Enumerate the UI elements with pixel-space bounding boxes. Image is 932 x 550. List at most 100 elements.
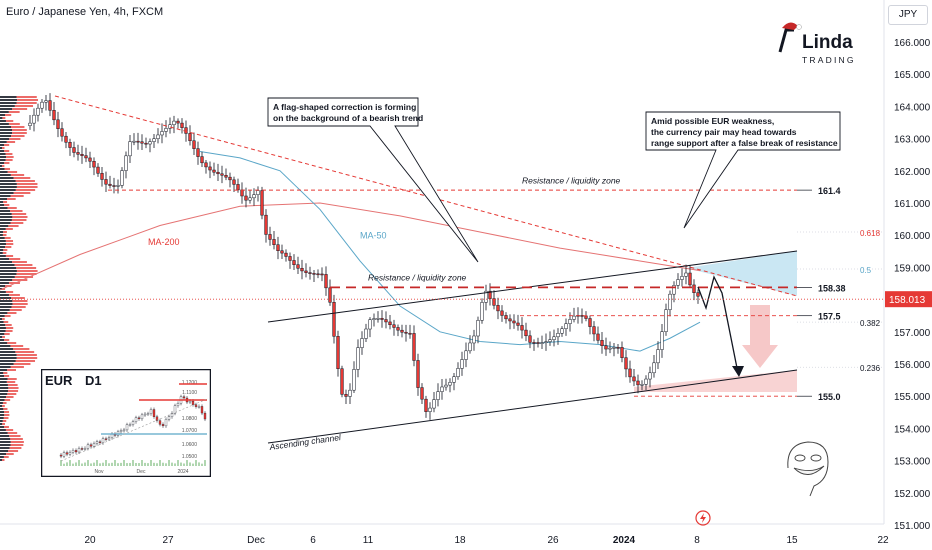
- candle-body: [616, 347, 620, 349]
- candle-body: [152, 138, 156, 142]
- candle-body: [400, 329, 404, 333]
- candle-body: [96, 166, 100, 174]
- price-tag: [885, 291, 932, 308]
- candle-body: [500, 310, 504, 316]
- candle-body: [168, 124, 172, 129]
- lightning-icon[interactable]: [695, 510, 711, 526]
- candle-body: [324, 274, 328, 289]
- candle-body: [84, 155, 88, 159]
- candle-body: [360, 338, 364, 348]
- candle-body: [232, 179, 236, 185]
- candle-body: [620, 347, 624, 358]
- candle-body: [172, 120, 176, 125]
- candle-body: [304, 270, 308, 273]
- candle-body: [684, 272, 688, 277]
- x-tick-label: 8: [694, 535, 700, 546]
- inset-y-tick: 1.0700: [182, 428, 198, 434]
- ma50-label: MA-50: [360, 230, 387, 240]
- candle-body: [588, 318, 592, 327]
- candle-body: [188, 133, 192, 142]
- currency-button[interactable]: JPY: [888, 5, 928, 25]
- candle-body: [696, 292, 700, 297]
- candle-body: [364, 328, 368, 339]
- fib-label: 0.236: [860, 364, 881, 373]
- candle-body: [216, 171, 220, 175]
- inset-x-tick: Nov: [95, 469, 104, 475]
- candle-body: [556, 333, 560, 338]
- candle-body: [28, 122, 32, 126]
- candle-body: [564, 323, 568, 329]
- candle-body: [180, 122, 184, 128]
- candle-body: [528, 335, 532, 343]
- candle-body: [508, 318, 512, 322]
- candle-body: [32, 114, 36, 124]
- y-tick-label: 162.000: [894, 167, 931, 178]
- inset-chart[interactable]: EUR D1 1.1200 1.1100 1.0800 1.0700 1.0600 1.0…: [41, 369, 211, 477]
- candle-body: [632, 376, 636, 382]
- x-tick-label: Dec: [247, 535, 265, 546]
- level-label: 158.38: [818, 283, 846, 293]
- candle-body: [452, 376, 456, 383]
- candle-body: [352, 369, 356, 391]
- candle-body: [456, 368, 460, 377]
- candle-body: [560, 328, 564, 334]
- candle-body: [336, 336, 340, 369]
- callout-text: Amid possible EUR weakness,: [651, 116, 774, 126]
- candle-body: [256, 190, 260, 195]
- candle-body: [628, 368, 632, 378]
- x-tick-label: 27: [162, 535, 174, 546]
- candle-body: [56, 119, 60, 129]
- zone-label: Resistance / liquidity zone: [368, 272, 467, 282]
- candle-body: [484, 290, 488, 303]
- candle-body: [488, 290, 492, 299]
- callout-bubble: [645, 111, 841, 229]
- level-label: 155.0: [818, 392, 841, 402]
- candle-body: [332, 302, 336, 337]
- candle-body: [348, 389, 352, 397]
- candle-body: [296, 264, 300, 269]
- logo-line2: TRADING: [802, 55, 856, 65]
- candle-body: [104, 179, 108, 185]
- y-tick-label: 152.000: [894, 489, 931, 500]
- x-tick-label: 26: [547, 535, 559, 546]
- candle-body: [428, 407, 432, 412]
- candle-body: [640, 384, 644, 386]
- candle-body: [652, 362, 656, 374]
- candle-body: [320, 273, 324, 276]
- candle-body: [108, 183, 112, 186]
- inset-title-right: D1: [85, 373, 102, 388]
- candle-body: [504, 315, 508, 320]
- x-tick-label: 15: [786, 535, 798, 546]
- candle-body: [80, 154, 84, 156]
- channel-lower-line: [267, 369, 798, 444]
- callout-text: the currency pair may head towards: [651, 127, 797, 137]
- candle-body: [664, 309, 668, 332]
- fib-label: 0.382: [860, 319, 881, 328]
- candle-body: [124, 155, 128, 171]
- candle-body: [412, 333, 416, 361]
- candle-body: [604, 345, 608, 350]
- candle-body: [164, 128, 168, 132]
- candle-body: [316, 273, 320, 276]
- x-tick-label: 20: [84, 535, 96, 546]
- candle-body: [88, 157, 92, 162]
- candle-body: [372, 318, 376, 320]
- candle-body: [176, 120, 180, 124]
- inset-title-left: EUR: [45, 373, 73, 388]
- candles: [28, 93, 700, 420]
- santa-hat-icon: [782, 22, 798, 30]
- candle-body: [116, 185, 120, 187]
- candle-body: [312, 273, 316, 275]
- candle-body: [424, 398, 428, 412]
- candle-body: [392, 324, 396, 328]
- candle-body: [568, 319, 572, 324]
- candle-body: [472, 335, 476, 344]
- candle-body: [68, 142, 72, 148]
- level-label: 161.4: [818, 186, 841, 196]
- troll-face-icon: [787, 441, 829, 497]
- y-tick-label: 159.000: [894, 263, 931, 274]
- candle-body: [396, 327, 400, 331]
- candle-body: [440, 386, 444, 392]
